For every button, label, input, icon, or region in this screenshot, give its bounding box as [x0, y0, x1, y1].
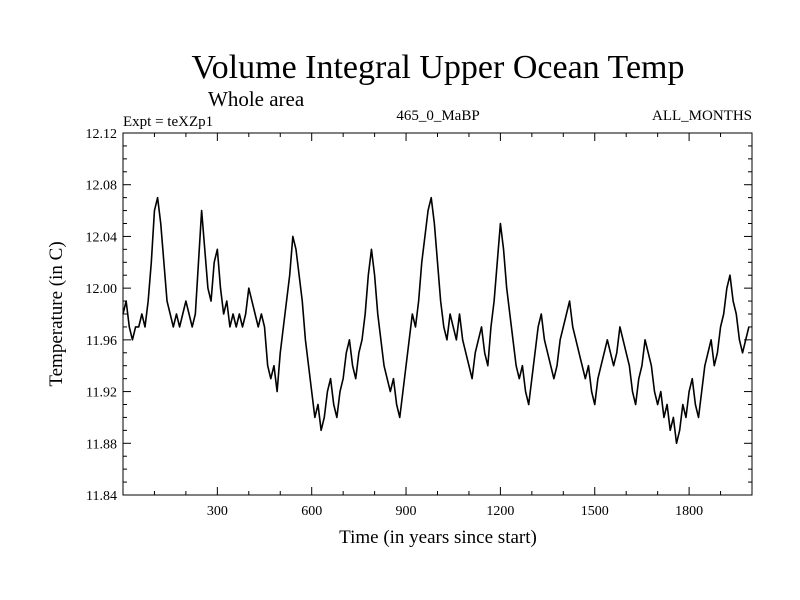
y-tick-label: 12.00: [86, 282, 118, 297]
x-tick-label: 1500: [581, 504, 609, 519]
expt-annotation: Expt = teXZp1: [123, 114, 213, 130]
y-axis-label: Temperature (in C): [46, 241, 67, 386]
series-line-temperature: [122, 196, 750, 445]
plot-frame: [122, 132, 753, 496]
y-tick-label: 11.88: [86, 437, 117, 452]
period-annotation: 465_0_MaBP: [396, 108, 479, 124]
y-tick-label: 11.92: [86, 386, 117, 401]
x-tick-label: 1800: [675, 504, 703, 519]
y-tick-label: 12.04: [86, 230, 118, 245]
y-tick-label: 12.08: [86, 179, 118, 194]
y-tick-label: 11.96: [86, 334, 117, 349]
y-axis-ticks: [123, 132, 752, 496]
x-axis-label: Time (in years since start): [339, 527, 537, 548]
y-tick-label: 12.12: [86, 127, 118, 142]
x-axis-ticks: [153, 133, 722, 495]
x-axis-tick-labels: 300 600 900 1200 1500 1800: [207, 504, 703, 519]
x-tick-label: 300: [207, 504, 228, 519]
x-tick-label: 1200: [486, 504, 514, 519]
y-tick-label: 11.84: [86, 489, 117, 504]
chart-subtitle: Whole area: [208, 87, 305, 111]
months-annotation: ALL_MONTHS: [652, 108, 752, 124]
x-tick-label: 900: [396, 504, 417, 519]
chart-title: Volume Integral Upper Ocean Temp: [192, 49, 685, 86]
y-axis-tick-labels: 11.84 11.88 11.92 11.96 12.00 12.04 12.08 12.12: [86, 127, 118, 504]
x-tick-label: 600: [301, 504, 322, 519]
